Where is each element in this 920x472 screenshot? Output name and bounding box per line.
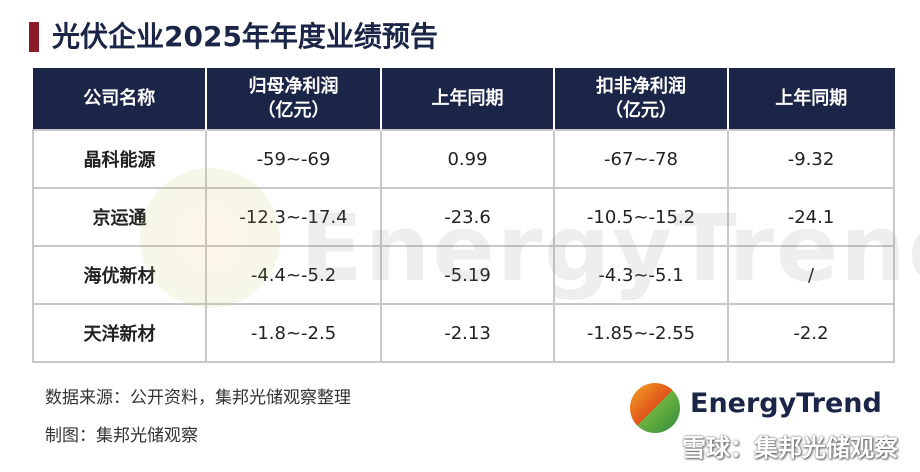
source-note: 数据来源：公开资料，集邦光储观察整理 — [45, 388, 351, 408]
table-row: 海优新材 -4.4~-5.2 -5.19 -4.3~-5.1/ — [32, 245, 895, 305]
title-accent — [29, 22, 39, 52]
table-row: 天洋新材 -1.8~-2.5 -2.13 -1.85~-2.55 -2.2 — [32, 303, 895, 363]
value-cell: -9.32 — [727, 129, 895, 189]
value-cell: -1.85~-2.55 — [553, 303, 729, 363]
table-row: 京运通 -12.3~-17.4 -23.6 -10.5~-15.2 -24.1 — [32, 187, 895, 247]
title: 光伏企业2025年年度业绩预告 — [52, 20, 438, 53]
value-cell: -67~-78 — [553, 129, 729, 189]
value-cell: -59~-69 — [205, 129, 382, 189]
value-cell: -4.3~-5.1 — [553, 245, 729, 305]
column-header: 扣非净利润 （亿元） — [553, 68, 729, 131]
value-cell: -2.13 — [380, 303, 555, 363]
value-cell: -24.1 — [727, 187, 895, 247]
table: 公司名称 归母净利润 （亿元） 上年同期 扣非净利润 （亿元） 上年同期 晶科能源 -59~-… — [32, 68, 895, 363]
header-row: 公司名称 归母净利润 （亿元） 上年同期 扣非净利润 （亿元） 上年同期 — [32, 68, 895, 131]
header-line: 公司名称 — [83, 88, 156, 109]
column-header: 归母净利润 （亿元） — [205, 68, 382, 131]
company-cell: 晶科能源 — [32, 129, 207, 189]
table-row: 晶科能源 -59~-69 0.99 -67~-78 -9.32 — [32, 129, 895, 189]
value-cell: 0.99 — [380, 129, 555, 189]
column-header: 上年同期 — [380, 68, 555, 131]
value-cell: -12.3~-17.4 — [205, 187, 382, 247]
value-cell: -5.19 — [380, 245, 555, 305]
header-line: 扣非净利润 — [596, 76, 686, 97]
column-header: 公司名称 — [32, 68, 207, 131]
watermark-caption: 雪球：集邦光储观察 — [682, 434, 898, 462]
header-line: 上年同期 — [775, 88, 848, 109]
logo-icon — [630, 383, 680, 433]
value-cell: -23.6 — [380, 187, 555, 247]
value-cell: / — [727, 245, 895, 305]
header-line: （亿元） — [605, 100, 677, 121]
credit-note: 制图：集邦光储观察 — [45, 426, 198, 446]
logo-text: EnergyTrend — [690, 388, 882, 419]
header-line: 归母净利润 — [248, 76, 339, 97]
table-body: 晶科能源 -59~-69 0.99 -67~-78 -9.32 京运通 -12.3~-17.… — [32, 129, 895, 363]
company-cell: 海优新材 — [32, 245, 207, 305]
company-cell: 天洋新材 — [32, 303, 207, 363]
value-cell: -10.5~-15.2 — [553, 187, 729, 247]
company-cell: 京运通 — [32, 187, 207, 247]
value-cell: -2.2 — [727, 303, 895, 363]
header-line: （亿元） — [257, 100, 330, 121]
column-header: 上年同期 — [727, 68, 895, 131]
value-cell: -4.4~-5.2 — [205, 245, 382, 305]
header-line: 上年同期 — [431, 88, 504, 109]
value-cell: -1.8~-2.5 — [205, 303, 382, 363]
